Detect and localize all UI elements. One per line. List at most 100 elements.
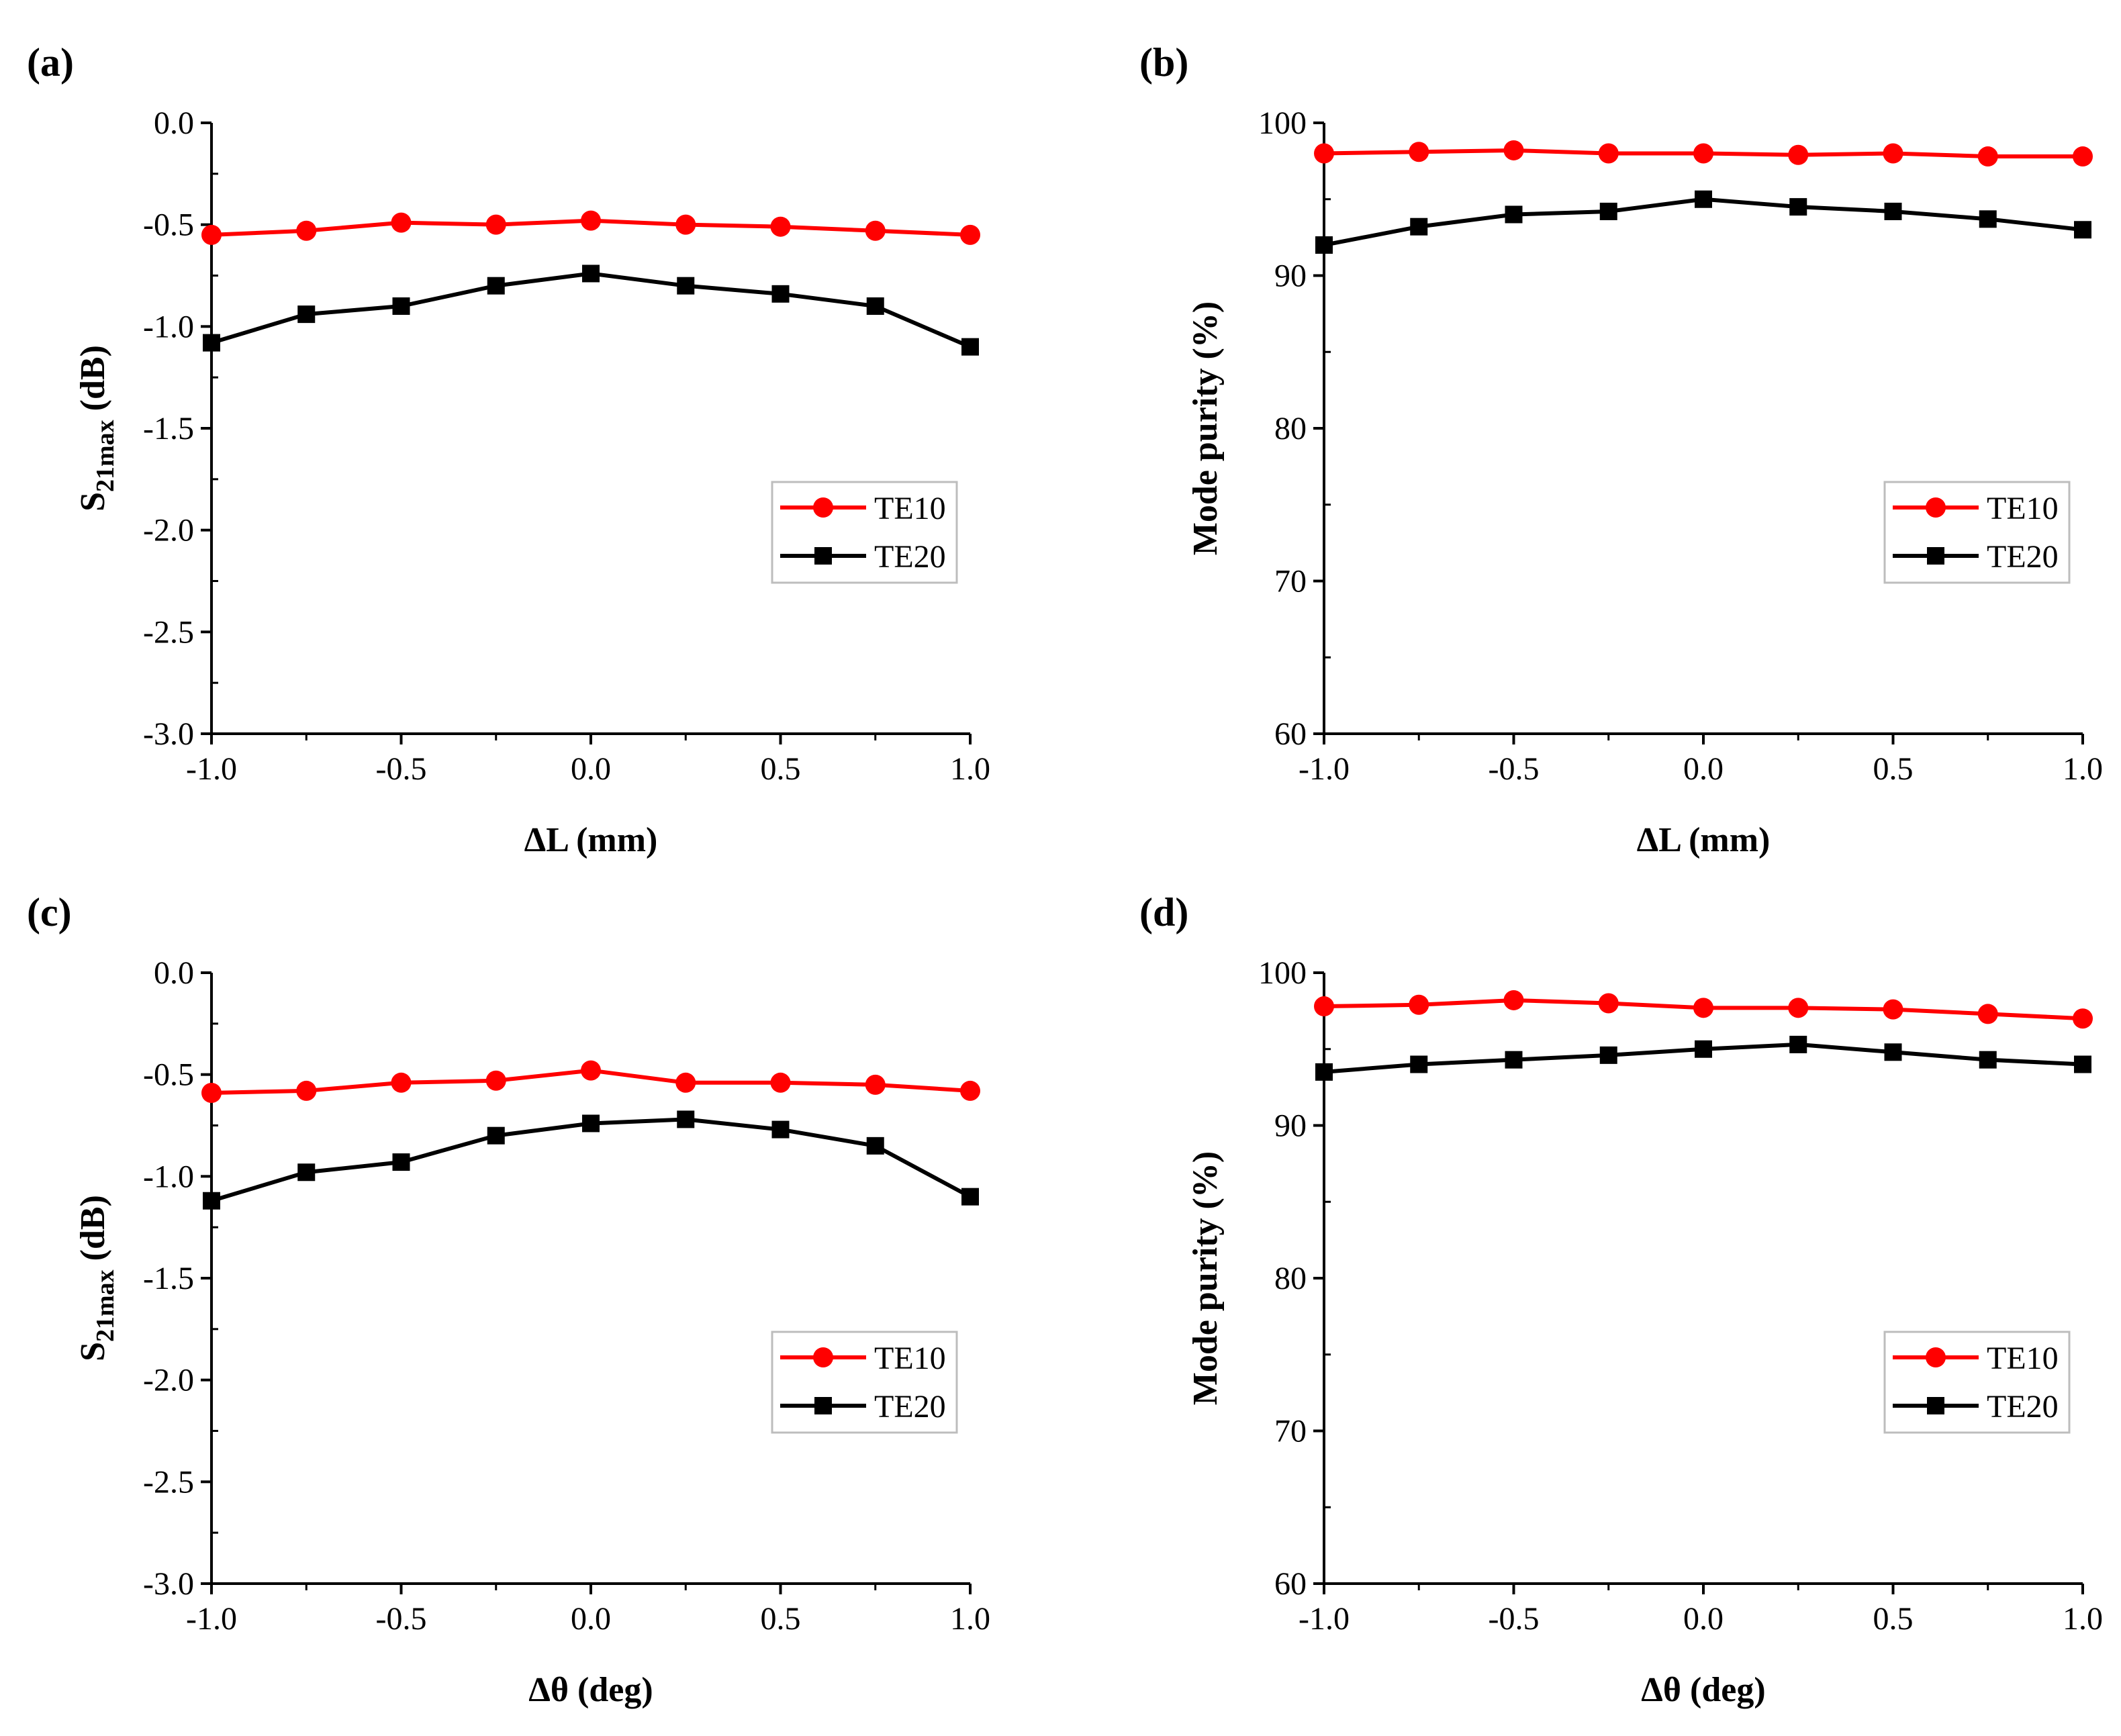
data-point-te10 <box>581 210 601 231</box>
chart-panel-b: (b) 60 70 80 90 100 -1.0 -0.5 0.0 0.5 1.0 ΔL (mm) Mo… <box>1139 40 2103 859</box>
y-axis-title-subscript: 21max <box>91 1269 120 1342</box>
x-axis-title: Δθ (deg) <box>528 1671 653 1709</box>
y-tick-label: 0.0 <box>154 955 194 991</box>
x-tick-label: 0.5 <box>761 1601 801 1637</box>
legend-label-te20: TE20 <box>1987 539 2059 575</box>
data-point-te20 <box>1884 202 1902 220</box>
data-point-te20 <box>582 1114 600 1132</box>
series-te10 <box>201 1060 980 1103</box>
x-tick-label: -1.0 <box>186 751 237 787</box>
data-point-te10 <box>581 1060 601 1081</box>
data-point-te20 <box>1315 1063 1333 1081</box>
data-point-te10 <box>485 1070 506 1091</box>
x-tick-label: 1.0 <box>950 751 990 787</box>
y-tick-label: -1.0 <box>143 1159 194 1194</box>
x-axis-title: ΔL (mm) <box>1637 821 1771 859</box>
y-axis-title: Mode purity (%) <box>1186 1151 1225 1405</box>
x-tick-label: 0.0 <box>1683 751 1724 787</box>
legend-box <box>771 1331 958 1434</box>
data-point-te20 <box>392 297 410 315</box>
data-point-te20 <box>487 1126 505 1145</box>
legend-marker-te20 <box>814 1397 832 1414</box>
data-point-te10 <box>1598 993 1619 1014</box>
series-te10 <box>1314 990 2093 1029</box>
y-tick-label: 90 <box>1274 1108 1307 1144</box>
y-tick-label: 70 <box>1274 564 1307 599</box>
y-axis-title: S21max (dB) <box>74 1195 120 1361</box>
y-tick-label: 100 <box>1258 105 1307 141</box>
data-point-te20 <box>677 277 695 295</box>
x-tick-label: 0.0 <box>571 1601 611 1637</box>
legend-label-te20: TE20 <box>1987 1389 2059 1425</box>
x-axis-title: ΔL (mm) <box>524 821 658 859</box>
data-point-te10 <box>1503 140 1524 160</box>
data-point-te20 <box>771 1120 790 1139</box>
data-point-te10 <box>1977 1004 1998 1024</box>
data-point-te20 <box>487 277 505 295</box>
data-point-te20 <box>1884 1043 1902 1061</box>
y-tick-label: 60 <box>1274 1566 1307 1602</box>
data-point-te20 <box>297 305 316 324</box>
data-point-te10 <box>1788 998 1809 1018</box>
data-point-te10 <box>770 216 791 237</box>
data-point-te10 <box>1883 143 1903 164</box>
chart-panel-d: (d) 60 70 80 90 100 -1.0 -0.5 0.0 0.5 1.0 Δθ (deg) M… <box>1139 890 2103 1709</box>
legend-marker-te10 <box>813 1347 833 1367</box>
panel-label: (c) <box>27 890 72 934</box>
y-tick-label: 60 <box>1274 716 1307 752</box>
y-axis-title-main: Mode purity (%) <box>1186 1151 1225 1405</box>
legend-box <box>1883 1331 2071 1434</box>
legend-label-te10: TE10 <box>1987 491 2059 526</box>
y-tick-label: -2.0 <box>143 513 194 548</box>
data-point-te20 <box>2074 221 2091 239</box>
y-axis-title-subscript: 21max <box>91 420 120 492</box>
data-point-te10 <box>296 220 317 241</box>
data-point-te10 <box>391 212 412 233</box>
panel-label: (d) <box>1139 890 1188 934</box>
x-tick-label: -0.5 <box>1489 1601 1540 1637</box>
legend-box <box>1883 481 2071 584</box>
legend-box <box>771 481 958 584</box>
data-point-te10 <box>1977 146 1998 167</box>
data-point-te10 <box>960 1080 980 1101</box>
series-te20 <box>203 1110 979 1210</box>
y-tick-label: -0.5 <box>143 207 194 243</box>
legend-marker-te20 <box>814 547 832 565</box>
data-point-te20 <box>582 264 600 283</box>
data-point-te10 <box>2073 146 2093 167</box>
x-axis-title: Δθ (deg) <box>1641 1671 1765 1709</box>
data-point-te10 <box>1503 990 1524 1010</box>
x-tick-label: 0.5 <box>1873 1601 1914 1637</box>
data-point-te10 <box>675 214 696 235</box>
legend-marker-te10 <box>813 497 833 518</box>
data-point-te20 <box>961 338 979 356</box>
legend: TE10 TE20 <box>771 481 958 584</box>
data-point-te20 <box>392 1153 410 1171</box>
data-point-te10 <box>960 224 980 245</box>
data-point-te10 <box>675 1072 696 1093</box>
legend-marker-te20 <box>1927 547 1944 565</box>
data-point-te20 <box>1789 198 1807 216</box>
x-tick-label: -1.0 <box>1299 751 1350 787</box>
data-point-te20 <box>1505 1051 1523 1069</box>
y-tick-label: 80 <box>1274 411 1307 446</box>
series-te20 <box>203 264 979 356</box>
data-point-te20 <box>1695 190 1712 208</box>
data-point-te20 <box>1789 1035 1807 1053</box>
data-point-te10 <box>391 1072 412 1093</box>
legend-label-te10: TE10 <box>874 1341 946 1376</box>
data-point-te20 <box>203 334 220 352</box>
legend: TE10 TE20 <box>1883 481 2071 584</box>
legend-marker-te10 <box>1926 497 1946 518</box>
data-point-te10 <box>1409 142 1429 162</box>
y-tick-label: -3.0 <box>143 716 194 752</box>
y-tick-label: 70 <box>1274 1414 1307 1449</box>
series-line-te20 <box>211 271 972 349</box>
data-point-te20 <box>1979 210 1997 228</box>
y-tick-label: 90 <box>1274 258 1307 294</box>
x-tick-label: -1.0 <box>1299 1601 1350 1637</box>
y-tick-label: -1.5 <box>143 411 194 446</box>
data-point-te10 <box>1314 996 1334 1017</box>
data-point-te10 <box>1693 143 1713 164</box>
series-te20 <box>1315 1035 2091 1081</box>
